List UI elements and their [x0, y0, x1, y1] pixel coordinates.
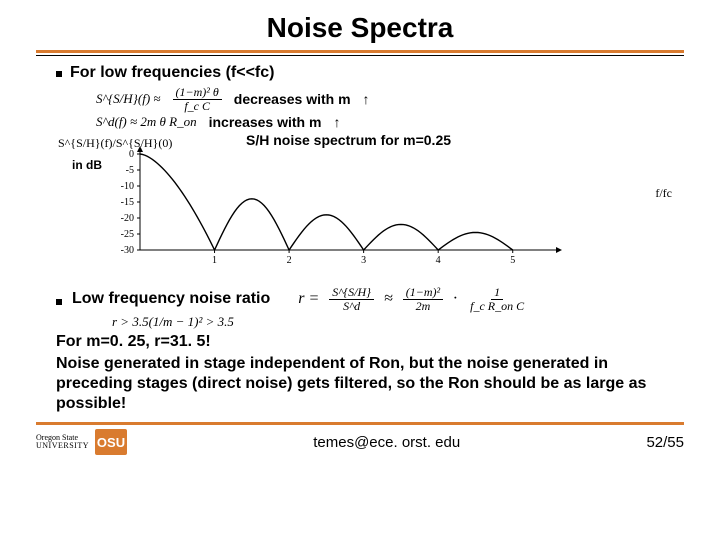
footer: Oregon State UNIVERSITY OSU temes@ece. o… — [0, 425, 720, 455]
svg-text:4: 4 — [436, 255, 441, 266]
eq1-den: f_c C — [181, 100, 213, 113]
bullet-icon — [56, 71, 62, 77]
ratio-f1-num: S^{S/H} — [329, 286, 374, 300]
svg-text:0: 0 — [129, 149, 134, 160]
osu-logo: Oregon State UNIVERSITY OSU — [36, 429, 127, 455]
ratio-prefix: r = — [298, 290, 319, 308]
ratio-f3-den: f_c R_on C — [467, 300, 527, 313]
ratio-ineq-text: r > 3.5(1/m − 1)² > 3.5 — [112, 314, 234, 330]
svg-text:5: 5 — [510, 255, 515, 266]
osu-badge: OSU — [95, 429, 127, 455]
bullet-2-row: Low frequency noise ratio r = S^{S/H} S^… — [56, 286, 664, 312]
osu-text: Oregon State UNIVERSITY — [36, 434, 89, 451]
ratio-frac1: S^{S/H} S^d — [329, 286, 374, 312]
svg-text:-15: -15 — [121, 197, 134, 208]
svg-text:1: 1 — [212, 255, 217, 266]
ratio-f2-den: 2m — [413, 300, 434, 313]
chart-region: S^{S/H}(f)/S^{S/H}(0) in dB S/H noise sp… — [116, 134, 664, 284]
ratio-f1-den: S^d — [340, 300, 363, 313]
chart-xaxis-label: f/fc — [655, 186, 672, 201]
chart-svg: 0 -5 -10 -15 -20 -25 -30 1 2 3 4 5 — [116, 146, 576, 266]
ratio-dot: · — [453, 290, 457, 308]
chart-yaxis-unit: in dB — [72, 158, 102, 172]
equation-2: S^d(f) ≈ 2m θ R_on increases with m ↑ — [96, 114, 664, 130]
svg-text:-25: -25 — [121, 229, 134, 240]
eq2-lhs: S^d(f) ≈ 2m θ R_on — [96, 114, 197, 130]
ratio-f2-num: (1−m)² — [403, 286, 443, 300]
ratio-inequality: r > 3.5(1/m − 1)² > 3.5 — [112, 314, 664, 330]
footer-email: temes@ece. orst. edu — [127, 434, 646, 451]
svg-text:-30: -30 — [121, 245, 134, 256]
page-number: 52/55 — [646, 434, 684, 451]
slide-title: Noise Spectra — [0, 0, 720, 50]
svg-text:2: 2 — [287, 255, 292, 266]
svg-text:3: 3 — [361, 255, 366, 266]
eq1-lhs: S^{S/H}(f) ≈ — [96, 91, 161, 107]
bullet-icon — [56, 299, 62, 305]
eq1-anno: decreases with m — [234, 91, 351, 107]
arrow-up-icon: ↑ — [363, 91, 370, 107]
equation-1: S^{S/H}(f) ≈ (1−m)² θ f_c C decreases wi… — [96, 86, 664, 112]
eq2-anno: increases with m — [209, 114, 322, 130]
bullet-1: For low frequencies (f<<fc) — [56, 64, 664, 82]
ratio-frac2: (1−m)² 2m — [403, 286, 443, 312]
ratio-frac3: 1 f_c R_on C — [467, 286, 527, 312]
svg-text:-10: -10 — [121, 181, 134, 192]
conclusion-2: Noise generated in stage independent of … — [56, 354, 664, 414]
svg-text:-20: -20 — [121, 213, 134, 224]
arrow-up-icon: ↑ — [333, 114, 340, 130]
rule-orange-top — [36, 50, 684, 53]
eq1-frac: (1−m)² θ f_c C — [173, 86, 222, 112]
ratio-approx: ≈ — [384, 290, 393, 308]
eq1-num: (1−m)² θ — [173, 86, 222, 100]
osu-line2: UNIVERSITY — [36, 442, 89, 450]
ratio-f3-num: 1 — [491, 286, 503, 300]
svg-text:-5: -5 — [126, 165, 134, 176]
content-area: For low frequencies (f<<fc) S^{S/H}(f) ≈… — [0, 56, 720, 330]
conclusion-1: For m=0. 25, r=31. 5! — [56, 332, 664, 352]
bullet-1-text: For low frequencies (f<<fc) — [70, 64, 274, 82]
bullet-2-text: Low frequency noise ratio — [72, 290, 270, 308]
